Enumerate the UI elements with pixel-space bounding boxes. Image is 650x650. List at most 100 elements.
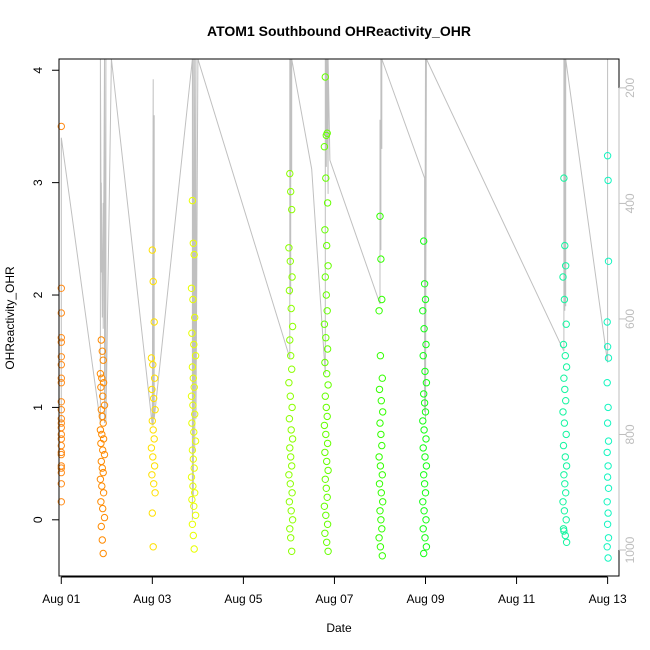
data-point bbox=[421, 453, 429, 461]
series-8 bbox=[559, 174, 571, 546]
data-point bbox=[99, 419, 107, 427]
data-point bbox=[420, 325, 428, 333]
data-point bbox=[604, 354, 613, 362]
data-point bbox=[559, 498, 567, 506]
data-point bbox=[190, 340, 198, 349]
data-point bbox=[320, 421, 329, 430]
data-point bbox=[190, 464, 198, 472]
data-point bbox=[190, 502, 198, 510]
data-point bbox=[422, 379, 431, 387]
data-point bbox=[323, 199, 332, 207]
data-point bbox=[188, 520, 197, 528]
data-point bbox=[96, 426, 105, 434]
data-point bbox=[559, 340, 568, 349]
x-tick-label: Aug 05 bbox=[224, 592, 262, 606]
data-point bbox=[422, 462, 431, 470]
data-point bbox=[321, 392, 329, 400]
data-point bbox=[57, 353, 65, 361]
data-point bbox=[149, 453, 157, 461]
data-point bbox=[98, 536, 107, 544]
data-point bbox=[57, 415, 65, 423]
data-point bbox=[562, 462, 571, 470]
data-point bbox=[560, 507, 569, 515]
data-point bbox=[99, 504, 107, 513]
x-tick-label: Aug 13 bbox=[589, 592, 627, 606]
data-point bbox=[97, 498, 105, 506]
data-point bbox=[603, 343, 612, 351]
data-point bbox=[189, 531, 198, 540]
data-point bbox=[324, 466, 332, 475]
data-point bbox=[378, 374, 386, 382]
data-point bbox=[148, 509, 157, 517]
data-point bbox=[376, 507, 384, 515]
data-point bbox=[320, 502, 329, 510]
data-point bbox=[560, 174, 568, 182]
data-point bbox=[323, 241, 331, 250]
data-point bbox=[323, 520, 332, 528]
data-point bbox=[288, 435, 297, 443]
data-point bbox=[323, 538, 331, 546]
y-axis: 0 1 2 3 4 bbox=[31, 67, 60, 523]
data-point bbox=[377, 255, 385, 263]
altitude-layer bbox=[60, 58, 609, 520]
data-point bbox=[422, 340, 430, 349]
data-point bbox=[99, 468, 107, 477]
data-point bbox=[560, 295, 569, 304]
data-point bbox=[191, 352, 200, 360]
data-point bbox=[604, 554, 612, 562]
data-point bbox=[322, 430, 330, 439]
data-point bbox=[150, 318, 158, 326]
data-point bbox=[191, 511, 200, 519]
data-point bbox=[99, 392, 107, 400]
y-tick-label: 3 bbox=[31, 179, 45, 186]
data-point bbox=[57, 379, 65, 387]
y-tick-label: 0 bbox=[31, 516, 45, 523]
data-point bbox=[321, 73, 329, 81]
data-point bbox=[57, 398, 65, 406]
data-point bbox=[377, 397, 385, 405]
data-point bbox=[187, 473, 196, 481]
data-point bbox=[323, 457, 331, 466]
data-point bbox=[562, 262, 570, 270]
data-point bbox=[419, 498, 427, 506]
data-point bbox=[420, 480, 429, 488]
data-point bbox=[150, 462, 159, 470]
data-point bbox=[148, 471, 156, 479]
right-tick-label: 600 bbox=[623, 309, 637, 329]
data-point bbox=[99, 446, 107, 454]
data-point bbox=[188, 446, 197, 454]
data-point bbox=[191, 489, 199, 497]
data-point bbox=[288, 489, 296, 497]
data-point bbox=[561, 385, 569, 394]
data-point bbox=[188, 329, 196, 337]
data-point bbox=[147, 444, 156, 452]
data-point bbox=[147, 354, 156, 362]
data-point bbox=[378, 525, 386, 533]
data-point bbox=[286, 444, 294, 452]
data-point bbox=[322, 511, 330, 519]
data-point bbox=[287, 534, 295, 542]
data-point bbox=[96, 370, 105, 378]
data-point bbox=[375, 385, 384, 394]
data-point bbox=[604, 176, 612, 185]
series-5 bbox=[320, 73, 332, 555]
data-point bbox=[421, 295, 430, 304]
data-point bbox=[561, 531, 569, 540]
data-point bbox=[376, 352, 385, 360]
data-point bbox=[188, 363, 197, 371]
data-point bbox=[148, 385, 156, 394]
data-point bbox=[97, 457, 106, 466]
data-point bbox=[57, 374, 65, 382]
data-point bbox=[379, 408, 387, 416]
data-point bbox=[57, 464, 65, 472]
data-point bbox=[323, 345, 332, 353]
data-point bbox=[375, 307, 383, 315]
series-4 bbox=[285, 169, 297, 555]
data-point bbox=[560, 374, 568, 382]
data-point bbox=[603, 379, 611, 387]
data-point bbox=[560, 527, 568, 535]
right-tick-label: 400 bbox=[623, 193, 637, 213]
data-point bbox=[420, 549, 428, 558]
data-point bbox=[376, 543, 385, 551]
data-point bbox=[559, 408, 567, 416]
